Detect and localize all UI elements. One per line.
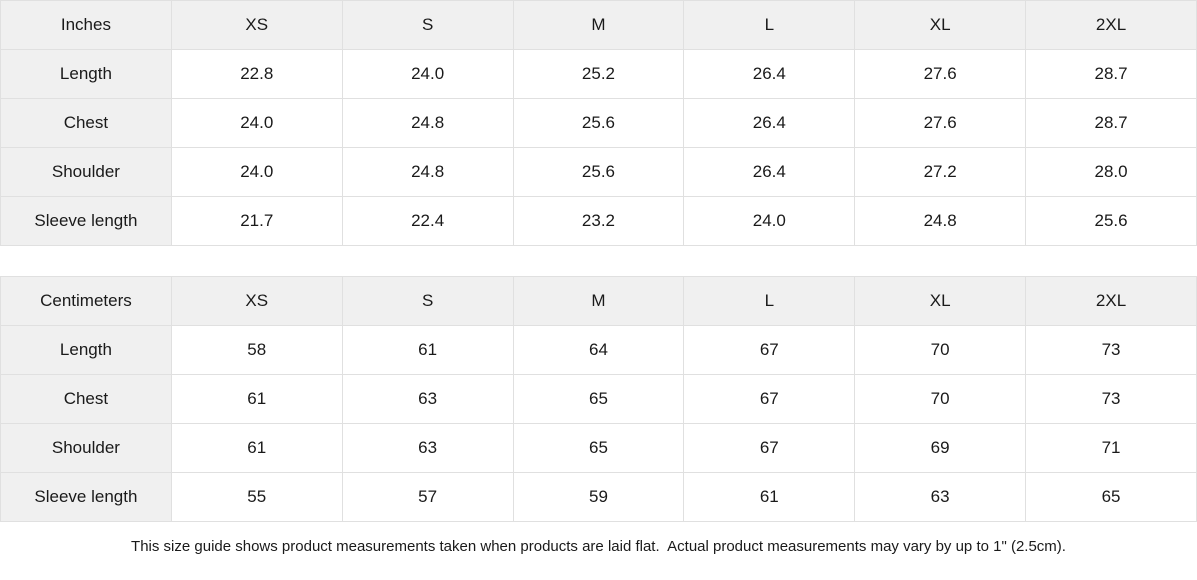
measurement-cell: 25.2 [512, 49, 685, 99]
table-spacer [0, 246, 1197, 276]
measurement-cell: 24.0 [170, 98, 343, 148]
measurement-cell: 73 [1025, 325, 1197, 375]
measurement-cell: 70 [854, 325, 1027, 375]
measurement-cell: 65 [1025, 472, 1197, 522]
centimeters-row-shoulder: Shoulder 61 63 65 67 69 71 [0, 423, 1197, 473]
measurement-cell: 73 [1025, 374, 1197, 424]
measurement-cell: 26.4 [683, 98, 856, 148]
centimeters-size-table: Centimeters XS S M L XL 2XL Length 58 61 64 67 70 73 C… [0, 276, 1197, 522]
measurement-cell: 64 [512, 325, 685, 375]
measurement-cell: 26.4 [683, 147, 856, 197]
inches-size-header-s: S [341, 0, 514, 50]
measurement-cell: 22.8 [170, 49, 343, 99]
measurement-cell: 65 [512, 423, 685, 473]
inches-row-shoulder: Shoulder 24.0 24.8 25.6 26.4 27.2 28.0 [0, 147, 1197, 197]
size-guide-footnote: This size guide shows product measuremen… [0, 522, 1197, 571]
measurement-cell: 65 [512, 374, 685, 424]
inches-unit-label: Inches [0, 0, 172, 50]
row-label: Chest [0, 98, 172, 148]
row-label: Shoulder [0, 423, 172, 473]
centimeters-size-header-l: L [683, 276, 856, 326]
measurement-cell: 59 [512, 472, 685, 522]
inches-row-sleeve-length: Sleeve length 21.7 22.4 23.2 24.0 24.8 25.6 [0, 196, 1197, 246]
centimeters-row-length: Length 58 61 64 67 70 73 [0, 325, 1197, 375]
measurement-cell: 25.6 [1025, 196, 1197, 246]
measurement-cell: 63 [341, 423, 514, 473]
inches-size-header-l: L [683, 0, 856, 50]
inches-row-length: Length 22.8 24.0 25.2 26.4 27.6 28.7 [0, 49, 1197, 99]
centimeters-unit-label: Centimeters [0, 276, 172, 326]
measurement-cell: 25.6 [512, 98, 685, 148]
measurement-cell: 69 [854, 423, 1027, 473]
footnote-text: This size guide shows product measuremen… [131, 538, 1066, 555]
measurement-cell: 24.0 [683, 196, 856, 246]
centimeters-size-header-m: M [512, 276, 685, 326]
measurement-cell: 61 [170, 423, 343, 473]
measurement-cell: 58 [170, 325, 343, 375]
inches-size-header-xs: XS [170, 0, 343, 50]
measurement-cell: 61 [341, 325, 514, 375]
measurement-cell: 28.0 [1025, 147, 1197, 197]
measurement-cell: 25.6 [512, 147, 685, 197]
measurement-cell: 21.7 [170, 196, 343, 246]
measurement-cell: 27.6 [854, 49, 1027, 99]
centimeters-row-sleeve-length: Sleeve length 55 57 59 61 63 65 [0, 472, 1197, 522]
measurement-cell: 27.6 [854, 98, 1027, 148]
measurement-cell: 67 [683, 325, 856, 375]
measurement-cell: 28.7 [1025, 49, 1197, 99]
measurement-cell: 26.4 [683, 49, 856, 99]
inches-size-header-xl: XL [854, 0, 1027, 50]
measurement-cell: 61 [683, 472, 856, 522]
centimeters-size-header-xs: XS [170, 276, 343, 326]
inches-size-header-m: M [512, 0, 685, 50]
measurement-cell: 71 [1025, 423, 1197, 473]
measurement-cell: 57 [341, 472, 514, 522]
measurement-cell: 24.8 [854, 196, 1027, 246]
measurement-cell: 24.0 [341, 49, 514, 99]
measurement-cell: 67 [683, 374, 856, 424]
measurement-cell: 61 [170, 374, 343, 424]
centimeters-row-chest: Chest 61 63 65 67 70 73 [0, 374, 1197, 424]
measurement-cell: 70 [854, 374, 1027, 424]
measurement-cell: 22.4 [341, 196, 514, 246]
measurement-cell: 67 [683, 423, 856, 473]
inches-header-row: Inches XS S M L XL 2XL [0, 0, 1197, 50]
measurement-cell: 24.8 [341, 98, 514, 148]
measurement-cell: 63 [854, 472, 1027, 522]
inches-size-table: Inches XS S M L XL 2XL Length 22.8 24.0 25.2 26.4 27… [0, 0, 1197, 246]
row-label: Shoulder [0, 147, 172, 197]
measurement-cell: 55 [170, 472, 343, 522]
centimeters-size-header-s: S [341, 276, 514, 326]
measurement-cell: 24.8 [341, 147, 514, 197]
inches-size-header-2xl: 2XL [1025, 0, 1197, 50]
measurement-cell: 23.2 [512, 196, 685, 246]
measurement-cell: 63 [341, 374, 514, 424]
centimeters-size-header-xl: XL [854, 276, 1027, 326]
row-label: Length [0, 325, 172, 375]
measurement-cell: 24.0 [170, 147, 343, 197]
measurement-cell: 27.2 [854, 147, 1027, 197]
row-label: Length [0, 49, 172, 99]
centimeters-size-header-2xl: 2XL [1025, 276, 1197, 326]
inches-row-chest: Chest 24.0 24.8 25.6 26.4 27.6 28.7 [0, 98, 1197, 148]
row-label: Chest [0, 374, 172, 424]
measurement-cell: 28.7 [1025, 98, 1197, 148]
centimeters-header-row: Centimeters XS S M L XL 2XL [0, 276, 1197, 326]
row-label: Sleeve length [0, 196, 172, 246]
row-label: Sleeve length [0, 472, 172, 522]
